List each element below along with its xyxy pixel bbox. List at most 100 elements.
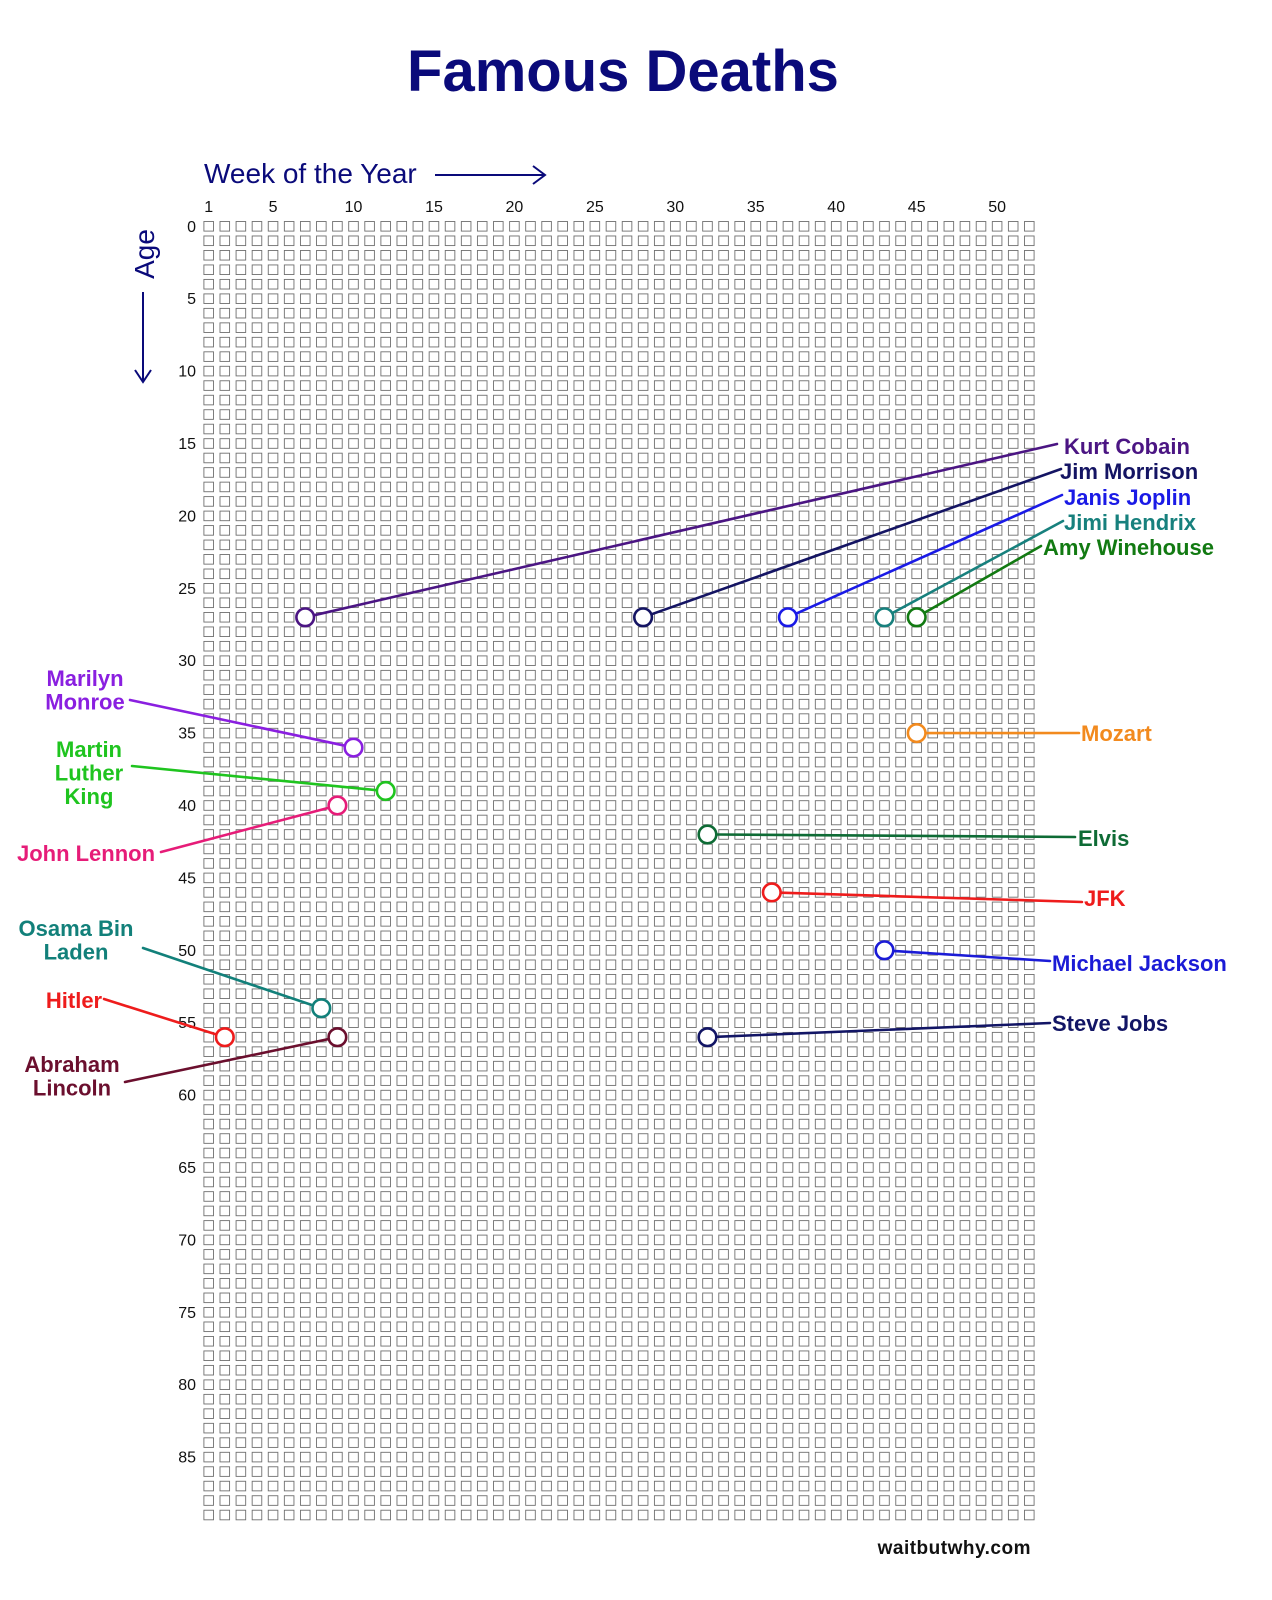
week-cell [283,713,295,724]
week-cell [863,1002,874,1014]
week-cell [203,771,214,782]
week-cell [830,872,842,884]
week-cell [702,1278,713,1289]
week-cell [814,1176,826,1188]
week-cell [476,510,488,522]
week-cell [847,322,858,333]
week-cell [412,1002,424,1014]
week-cell [444,974,456,985]
week-cell [959,278,971,290]
week-cell [782,1191,794,1202]
week-cell [235,336,247,348]
week-cell [428,626,440,637]
week-cell [830,1278,842,1289]
week-cell [750,1104,762,1115]
week-cell [927,1249,939,1260]
week-cell [573,713,585,724]
week-cell [283,1350,295,1361]
week-cell [637,336,649,348]
week-cell [943,698,955,710]
week-cell [493,452,504,464]
week-cell [299,1278,311,1289]
week-cell [444,481,456,493]
week-cell [444,554,456,565]
week-cell [830,684,842,695]
week-cell [637,1176,649,1188]
week-cell [975,322,987,333]
week-cell [203,1176,214,1188]
week-cell [412,293,424,304]
week-cell [734,1249,745,1260]
week-cell [847,713,858,724]
week-cell [364,887,375,898]
week-cell [830,974,842,985]
week-cell [798,481,810,493]
week-cell [396,713,408,724]
week-cell [847,365,858,377]
week-cell [959,1336,971,1347]
week-cell [766,1147,778,1159]
week-cell [396,1379,408,1390]
week-cell [332,1176,343,1188]
week-cell [959,1307,971,1318]
week-cell [847,351,858,362]
week-cell [573,771,585,782]
week-cell [573,1422,585,1434]
week-cell [412,1336,424,1347]
week-cell [991,1336,1003,1347]
week-cell [444,1466,456,1477]
week-cell [396,1292,408,1304]
week-cell [750,394,762,406]
week-cell [814,423,826,435]
week-cell [1024,438,1035,449]
week-cell [573,423,585,435]
week-cell [299,1451,311,1463]
week-cell [847,727,858,739]
week-cell [621,814,633,826]
week-cell [428,669,440,681]
week-cell [460,1147,472,1159]
week-cell [525,1408,536,1419]
week-cell [653,945,665,956]
week-cell [493,423,504,435]
week-cell [251,1060,263,1072]
week-cell [830,380,842,391]
week-cell [750,1422,762,1434]
week-cell [847,1017,858,1028]
week-cell [637,1104,649,1115]
week-cell [702,1495,713,1506]
week-cell [605,1408,617,1419]
week-cell [396,1263,408,1275]
week-cell [943,684,955,695]
week-cell [879,1379,890,1390]
week-cell [653,1147,665,1159]
week-cell [525,974,536,985]
week-cell [203,1263,214,1275]
week-cell [879,1133,890,1144]
week-cell [1024,1292,1035,1304]
week-cell [637,829,649,840]
week-cell [943,235,955,247]
week-cell [927,930,939,942]
week-cell [1007,250,1019,261]
week-cell [782,336,794,348]
week-cell [911,930,922,942]
week-cell [798,945,810,956]
week-cell [364,351,375,362]
week-cell [267,322,279,333]
week-cell [621,829,633,840]
week-cell [493,322,504,333]
week-cell [251,1263,263,1275]
marker-jim-morrison [632,607,654,628]
week-cell [573,467,585,478]
week-cell [782,1509,794,1521]
week-cell [637,858,649,869]
week-cell [283,1278,295,1289]
week-cell [911,756,922,768]
week-cell [750,351,762,362]
week-cell [476,264,488,275]
week-cell [380,916,391,927]
week-cell [380,1191,391,1202]
week-cell [219,727,231,739]
week-cell [1024,916,1035,927]
